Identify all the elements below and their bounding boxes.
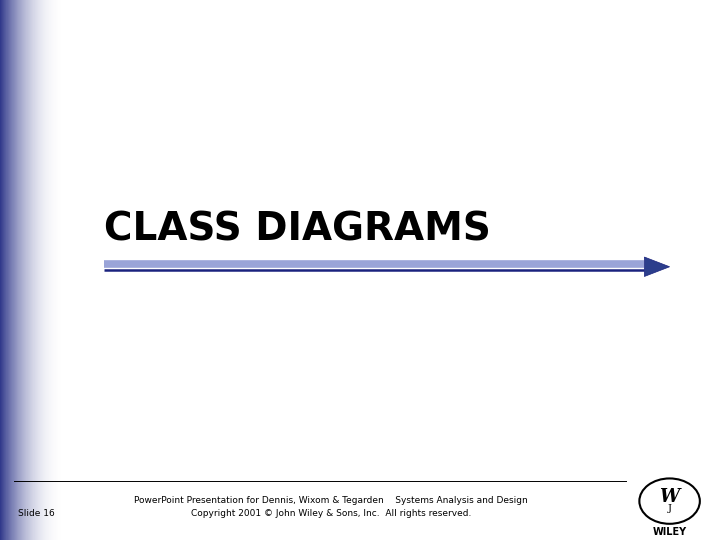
Text: J: J <box>667 504 672 512</box>
Text: Copyright 2001 © John Wiley & Sons, Inc.  All rights reserved.: Copyright 2001 © John Wiley & Sons, Inc.… <box>191 509 472 517</box>
Text: PowerPoint Presentation for Dennis, Wixom & Tegarden    Systems Analysis and Des: PowerPoint Presentation for Dennis, Wixo… <box>135 496 528 505</box>
Text: WILEY: WILEY <box>652 528 687 537</box>
Text: CLASS DIAGRAMS: CLASS DIAGRAMS <box>104 211 491 248</box>
Text: Slide 16: Slide 16 <box>18 509 55 517</box>
Text: W: W <box>660 488 680 507</box>
Polygon shape <box>644 257 670 276</box>
